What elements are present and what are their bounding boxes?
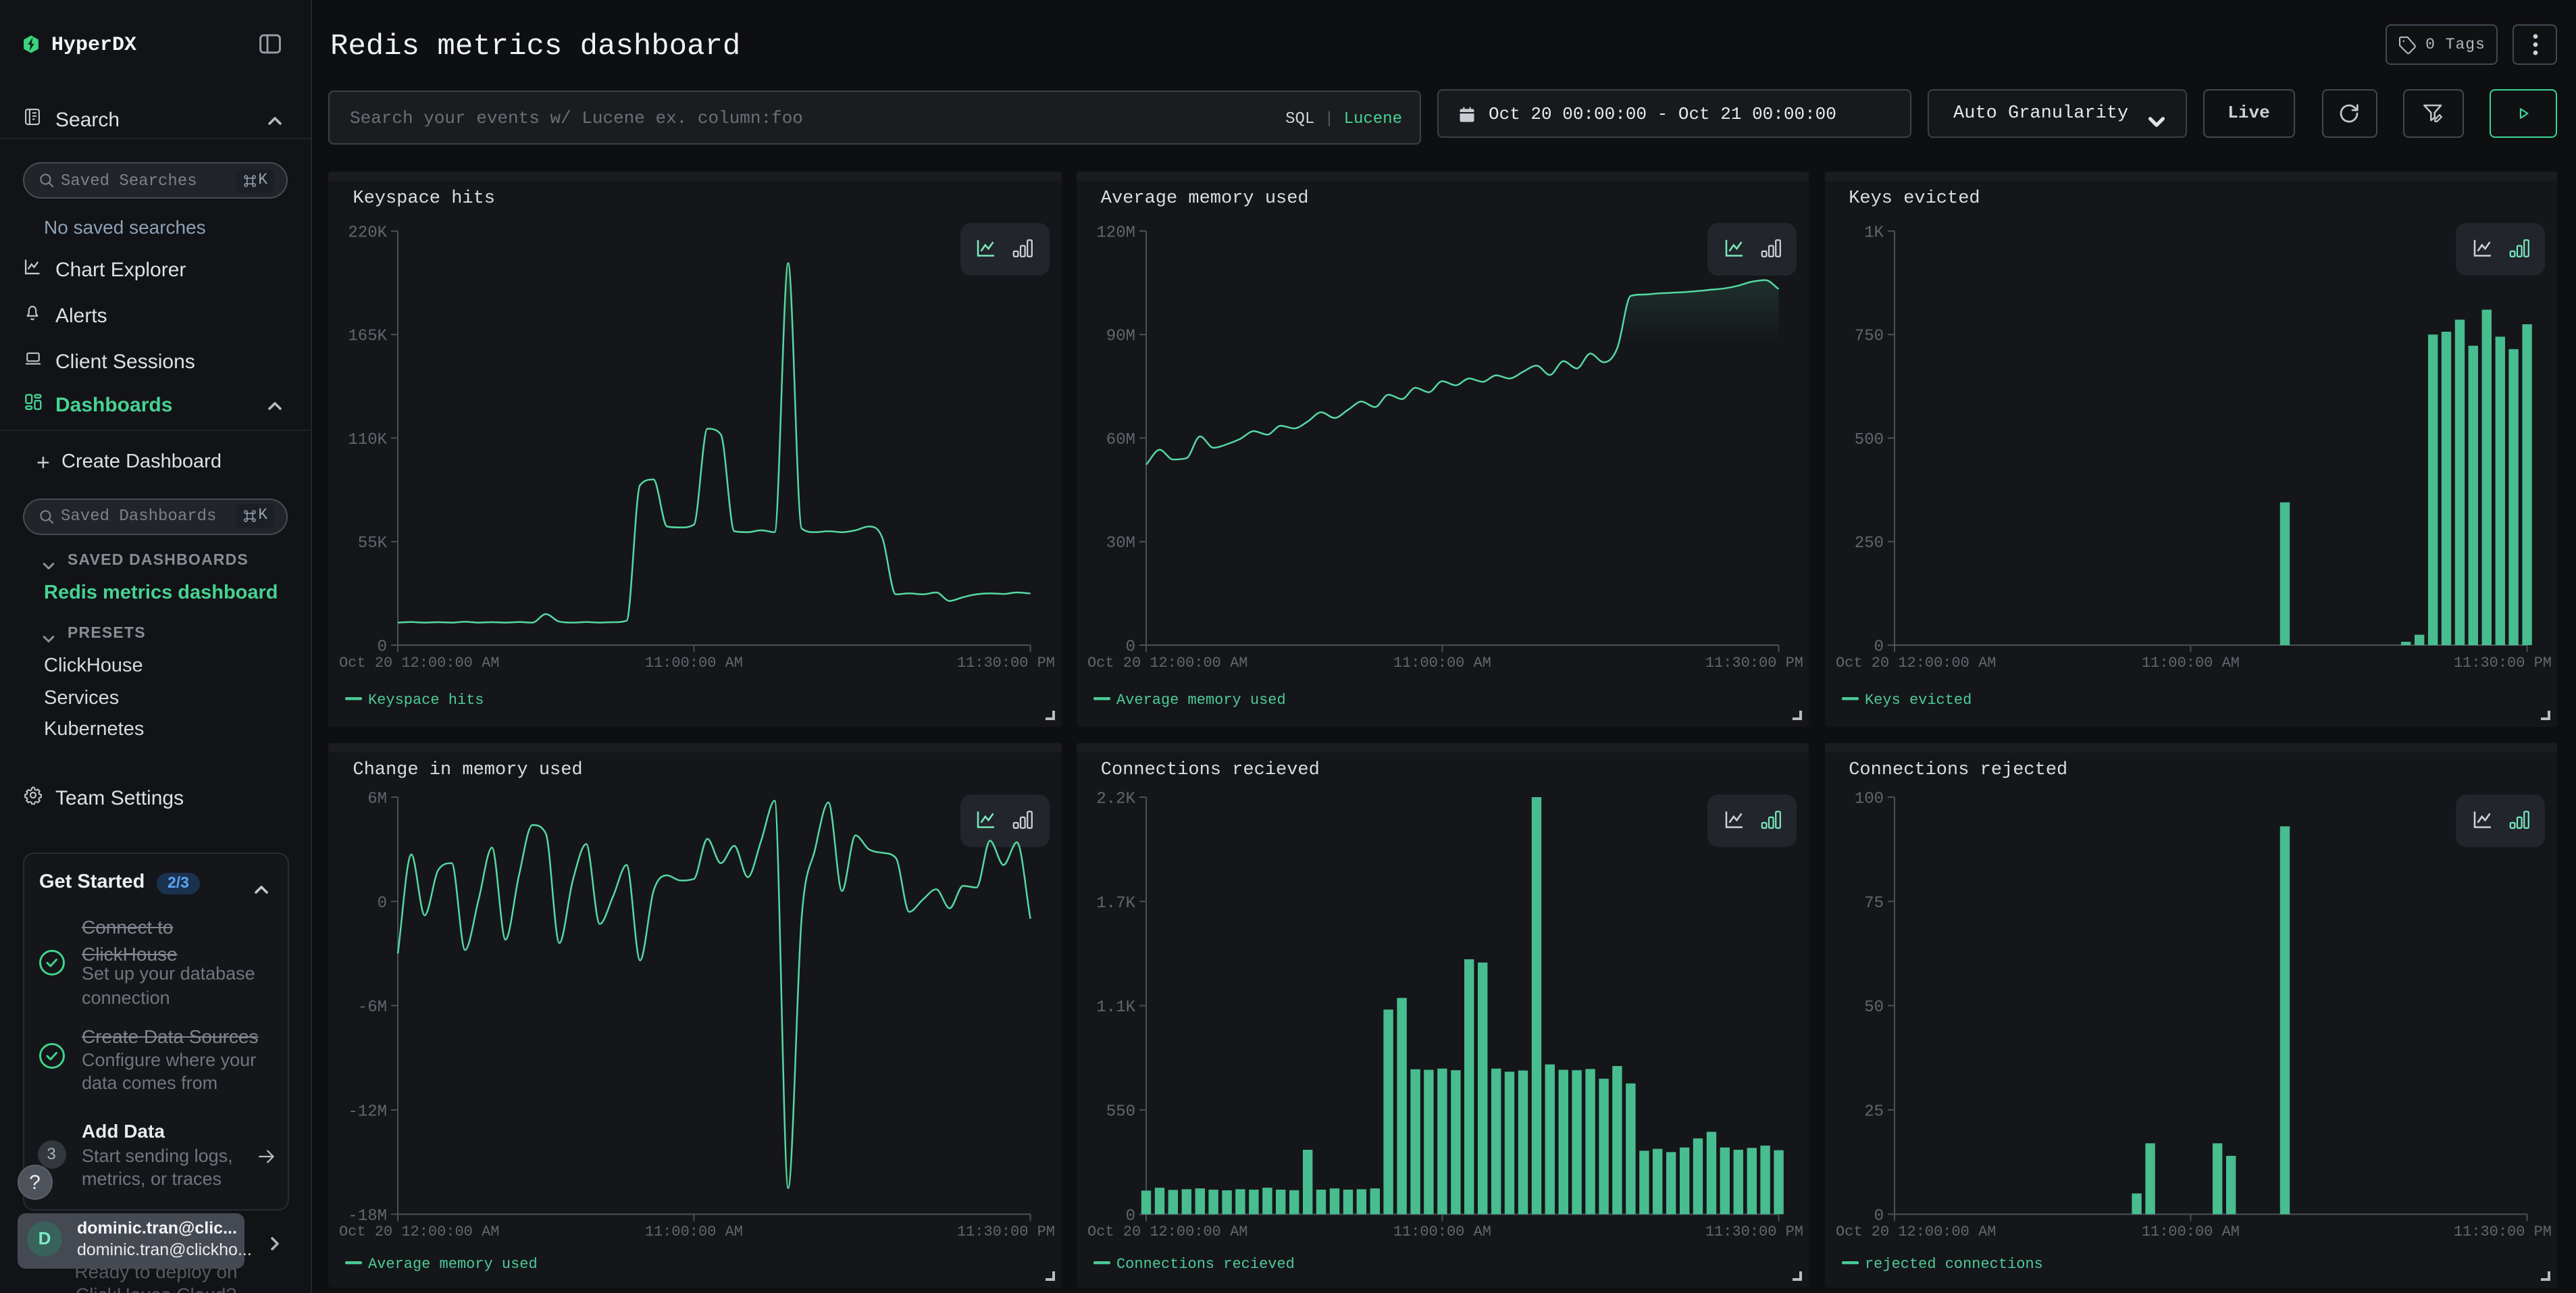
svg-text:2.2K: 2.2K bbox=[1096, 790, 1135, 809]
svg-text:-12M: -12M bbox=[349, 1103, 388, 1121]
svg-text:0: 0 bbox=[378, 638, 387, 656]
svg-text:11:30:00 PM: 11:30:00 PM bbox=[2453, 655, 2551, 671]
svg-text:750: 750 bbox=[1854, 328, 1883, 346]
svg-text:11:00:00 AM: 11:00:00 AM bbox=[2141, 655, 2239, 671]
svg-text:Oct 20 12:00:00 AM: Oct 20 12:00:00 AM bbox=[1835, 655, 1995, 671]
svg-text:110K: 110K bbox=[349, 431, 388, 449]
svg-text:11:30:00 PM: 11:30:00 PM bbox=[2453, 1224, 2551, 1241]
svg-text:220K: 220K bbox=[349, 224, 388, 242]
svg-text:100: 100 bbox=[1854, 790, 1883, 809]
svg-text:55K: 55K bbox=[358, 534, 388, 553]
svg-text:Connections recieved: Connections recieved bbox=[1116, 1257, 1295, 1273]
svg-text:Oct 20 12:00:00 AM: Oct 20 12:00:00 AM bbox=[1087, 1224, 1247, 1241]
svg-text:1.1K: 1.1K bbox=[1096, 999, 1135, 1017]
svg-text:1K: 1K bbox=[1863, 224, 1883, 242]
svg-text:90M: 90M bbox=[1106, 328, 1135, 346]
svg-text:11:30:00 PM: 11:30:00 PM bbox=[1705, 1224, 1803, 1241]
svg-text:30M: 30M bbox=[1106, 534, 1135, 553]
svg-text:75: 75 bbox=[1863, 894, 1883, 913]
svg-text:550: 550 bbox=[1106, 1103, 1135, 1121]
svg-text:Oct 20 12:00:00 AM: Oct 20 12:00:00 AM bbox=[1087, 655, 1247, 671]
svg-text:Oct 20 12:00:00 AM: Oct 20 12:00:00 AM bbox=[339, 1224, 499, 1241]
svg-text:11:00:00 AM: 11:00:00 AM bbox=[1393, 655, 1491, 671]
svg-text:Keys evicted: Keys evicted bbox=[1864, 692, 1971, 709]
svg-text:rejected connections: rejected connections bbox=[1864, 1257, 2042, 1273]
svg-text:250: 250 bbox=[1854, 534, 1883, 553]
svg-text:0: 0 bbox=[1125, 638, 1135, 656]
svg-text:11:00:00 AM: 11:00:00 AM bbox=[1393, 1224, 1491, 1241]
svg-text:500: 500 bbox=[1854, 431, 1883, 449]
svg-text:50: 50 bbox=[1863, 999, 1883, 1017]
svg-text:0: 0 bbox=[1874, 638, 1883, 656]
svg-text:0: 0 bbox=[378, 894, 387, 913]
svg-text:120M: 120M bbox=[1096, 224, 1135, 242]
svg-text:Oct 20 12:00:00 AM: Oct 20 12:00:00 AM bbox=[339, 655, 499, 671]
svg-text:0: 0 bbox=[1125, 1207, 1135, 1225]
svg-text:11:30:00 PM: 11:30:00 PM bbox=[957, 1224, 1055, 1241]
svg-text:0: 0 bbox=[1874, 1207, 1883, 1225]
svg-text:-18M: -18M bbox=[349, 1207, 388, 1225]
svg-text:60M: 60M bbox=[1106, 431, 1135, 449]
svg-text:25: 25 bbox=[1863, 1103, 1883, 1121]
svg-text:11:30:00 PM: 11:30:00 PM bbox=[1705, 655, 1803, 671]
svg-text:Oct 20 12:00:00 AM: Oct 20 12:00:00 AM bbox=[1835, 1224, 1995, 1241]
svg-text:Average memory used: Average memory used bbox=[1116, 692, 1286, 709]
svg-text:-6M: -6M bbox=[358, 999, 387, 1017]
svg-text:165K: 165K bbox=[349, 328, 388, 346]
svg-text:11:00:00 AM: 11:00:00 AM bbox=[645, 655, 743, 671]
svg-text:1.7K: 1.7K bbox=[1096, 894, 1135, 913]
svg-text:11:00:00 AM: 11:00:00 AM bbox=[2141, 1224, 2239, 1241]
svg-text:Average memory used: Average memory used bbox=[368, 1257, 538, 1273]
svg-text:11:00:00 AM: 11:00:00 AM bbox=[645, 1224, 743, 1241]
svg-text:11:30:00 PM: 11:30:00 PM bbox=[957, 655, 1055, 671]
svg-text:Keyspace hits: Keyspace hits bbox=[368, 692, 484, 709]
svg-text:6M: 6M bbox=[368, 790, 388, 809]
